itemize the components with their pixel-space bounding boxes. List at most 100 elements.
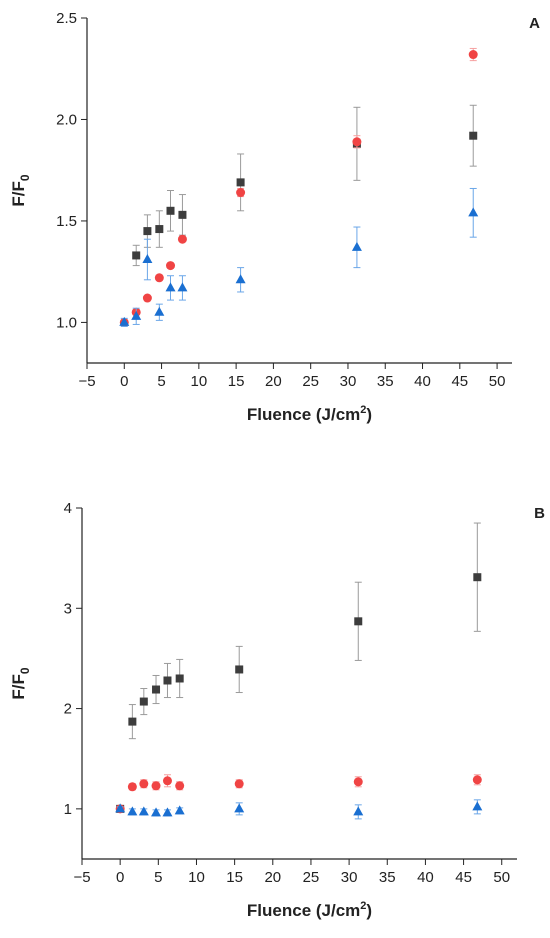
data-point-triangle xyxy=(177,282,188,292)
data-point-circle xyxy=(352,137,362,147)
x-tick-label: 35 xyxy=(377,373,394,390)
x-axis-title-text: Fluence (J/cm xyxy=(247,901,360,920)
y-tick-label: 1.0 xyxy=(56,314,77,331)
y-axis-title-subscript: 0 xyxy=(18,667,32,674)
x-tick-label: 15 xyxy=(228,373,245,390)
x-tick-label: 30 xyxy=(341,869,358,886)
data-point-circle xyxy=(236,188,246,198)
y-tick-label: 2.0 xyxy=(56,111,77,128)
data-point-square xyxy=(178,210,187,219)
y-axis-title-text: F/F xyxy=(9,181,28,207)
x-tick-label: 45 xyxy=(451,373,468,390)
data-point-circle xyxy=(151,781,161,791)
data-point-circle xyxy=(353,777,363,787)
x-tick-label: 50 xyxy=(489,373,506,390)
data-point-triangle xyxy=(127,806,138,816)
x-tick-label: 25 xyxy=(303,869,320,886)
x-axis-title-end: ) xyxy=(366,901,372,920)
x-axis-title: Fluence (J/cm2) xyxy=(247,900,372,920)
y-tick-label: 2.5 xyxy=(56,10,77,27)
x-tick-label: 0 xyxy=(116,869,124,886)
x-axis-title: Fluence (J/cm2) xyxy=(247,404,372,424)
x-tick-label: 5 xyxy=(157,373,165,390)
chart-panel-a: −5 0 5 10 15 20 25 30 35 40 45 50 1.0 1.5 2.0 2.5 A Fluen… xyxy=(9,10,540,424)
x-axis-title-superscript: 2 xyxy=(360,404,366,416)
x-tick-label: 35 xyxy=(379,869,396,886)
data-point-triangle xyxy=(154,306,165,316)
data-point-circle xyxy=(166,261,176,271)
x-tick-label: −5 xyxy=(78,373,95,390)
x-tick-label: 40 xyxy=(417,869,434,886)
y-tick-label: 4 xyxy=(64,500,72,517)
panel-label: A xyxy=(529,15,540,32)
x-tick-label: 10 xyxy=(190,373,207,390)
data-point-triangle xyxy=(234,803,245,813)
y-axis-title: F/F0 xyxy=(9,667,32,700)
data-point-square xyxy=(132,251,141,260)
data-point-square xyxy=(163,676,172,685)
data-point-triangle xyxy=(142,254,153,263)
data-point-circle xyxy=(472,775,482,785)
series-triangle xyxy=(115,799,483,820)
x-tick-label: 40 xyxy=(414,373,431,390)
series-triangle xyxy=(119,187,479,327)
data-point-circle xyxy=(162,776,172,786)
y-tick-label: 1 xyxy=(64,801,72,818)
panel-label: B xyxy=(534,505,545,522)
data-point-square xyxy=(236,178,245,187)
data-point-circle xyxy=(127,782,137,792)
data-point-circle xyxy=(234,779,244,789)
x-tick-label: 20 xyxy=(264,869,281,886)
x-tick-label: 20 xyxy=(265,373,282,390)
data-point-triangle xyxy=(174,805,185,815)
data-point-triangle xyxy=(468,207,479,217)
data-point-triangle xyxy=(119,316,130,326)
data-point-triangle xyxy=(162,807,173,817)
data-point-circle xyxy=(177,234,187,244)
x-tick-label: 10 xyxy=(188,869,205,886)
data-point-triangle xyxy=(235,274,246,284)
x-tick-label: 25 xyxy=(302,373,319,390)
x-axis-title-superscript: 2 xyxy=(360,900,366,912)
data-point-square xyxy=(469,131,478,140)
y-axis-title-text: F/F xyxy=(9,674,28,700)
y-tick-label: 3 xyxy=(64,600,72,617)
y-tick-label: 1.5 xyxy=(56,213,77,230)
data-point-circle xyxy=(468,50,478,60)
x-tick-label: 45 xyxy=(455,869,472,886)
data-point-circle xyxy=(139,779,149,789)
x-axis-title-end: ) xyxy=(366,405,372,424)
data-point-circle xyxy=(142,293,152,303)
data-point-square xyxy=(139,697,148,706)
data-point-triangle xyxy=(165,282,176,292)
y-axis-title-subscript: 0 xyxy=(18,174,32,181)
data-point-square xyxy=(128,717,137,726)
data-point-triangle xyxy=(115,803,126,813)
x-tick-label: 50 xyxy=(493,869,510,886)
y-tick-label: 2 xyxy=(64,701,72,718)
series-circle xyxy=(119,47,478,327)
data-point-triangle xyxy=(351,241,362,251)
data-point-triangle xyxy=(353,806,364,816)
data-point-circle xyxy=(175,781,185,791)
data-point-square xyxy=(175,674,184,683)
series-circle xyxy=(115,774,482,814)
y-axis-title: F/F0 xyxy=(9,174,32,207)
data-point-triangle xyxy=(472,801,483,811)
data-point-square xyxy=(155,225,164,234)
x-tick-label: 5 xyxy=(154,869,162,886)
data-point-square xyxy=(166,206,175,215)
x-tick-label: 30 xyxy=(340,373,357,390)
series-square xyxy=(116,522,482,813)
data-point-circle xyxy=(154,273,164,283)
data-point-square xyxy=(235,665,244,674)
x-tick-label: −5 xyxy=(73,869,90,886)
x-tick-label: 15 xyxy=(226,869,243,886)
data-point-triangle xyxy=(138,806,149,816)
data-point-square xyxy=(354,617,363,626)
data-point-square xyxy=(152,685,161,694)
data-point-square xyxy=(143,227,152,236)
